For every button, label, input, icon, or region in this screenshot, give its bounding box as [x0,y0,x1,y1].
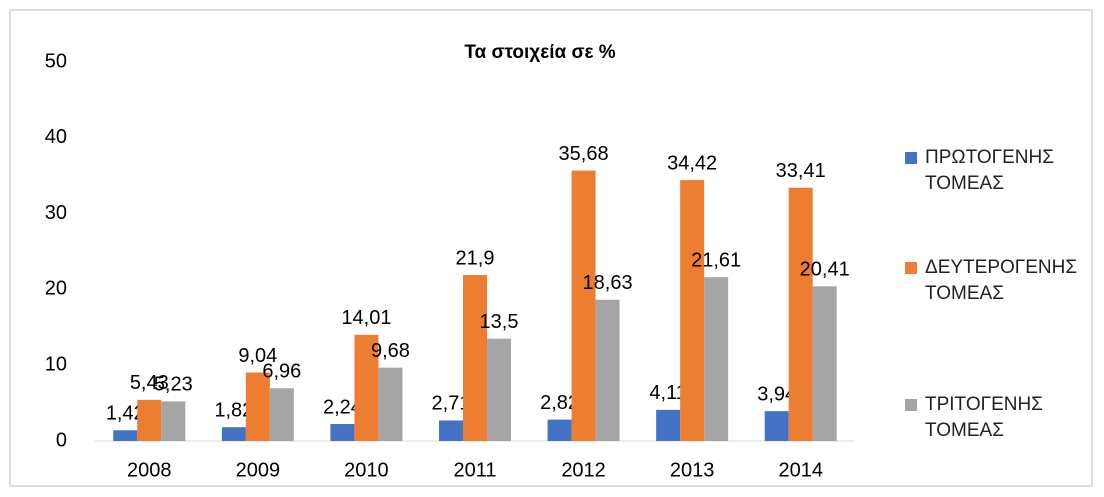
bar [221,427,246,441]
bar [571,170,596,441]
legend-swatch [905,262,917,274]
x-tick-label: 2009 [236,459,281,481]
bar [245,372,270,441]
bar [788,187,813,441]
chart-title: Τα στοιχεία σε % [464,42,615,63]
bar [269,388,294,441]
data-label: 21,61 [691,249,741,271]
bar [330,424,355,441]
y-tick-label: 10 [45,353,67,375]
x-tick-label: 2008 [127,459,172,481]
data-label: 35,68 [559,143,609,165]
y-tick-label: 20 [45,278,67,300]
data-label: 2,82 [540,392,579,414]
legend-label: ΔΕΥΤΕΡΟΓΕΝΗΣ ΤΟΜΕΑΣ [925,257,1078,304]
bar [680,180,705,441]
bar [439,420,463,441]
chart-border [9,9,1093,487]
y-tick-label: 30 [45,202,67,224]
legend-label: ΠΡΩΤΟΓΕΝΗΣ ΤΟΜΕΑΣ [925,147,1054,194]
x-tick-label: 2013 [670,459,715,481]
x-tick-label: 2010 [344,459,389,481]
x-tick-label: 2012 [561,459,606,481]
data-label: 13,5 [480,311,519,333]
bar [764,411,789,441]
y-tick-label: 50 [45,50,67,72]
bar [113,430,138,441]
bar [487,338,511,441]
bar [137,399,162,441]
data-label: 5,23 [154,374,193,396]
bar [547,419,572,441]
data-label: 9,68 [371,340,410,362]
bar [161,401,186,441]
data-label: 2,24 [323,396,362,418]
y-tick-label: 0 [56,429,67,451]
legend-label: ΤΡΙΤΟΓΕΝΗΣ ΤΟΜΕΑΣ [925,394,1043,441]
data-label: 2,71 [432,393,471,415]
data-label: 20,41 [800,259,850,281]
data-label: 1,42 [106,403,145,425]
data-label: 4,11 [649,382,686,404]
legend-entry: ΤΡΙΤΟΓΕΝΗΣ ΤΟΜΕΑΣ [905,392,1085,444]
y-tick-label: 40 [45,126,67,148]
data-label: 9,04 [238,345,277,367]
bar [463,274,487,441]
bar [354,334,379,441]
bar [704,277,729,441]
data-label: 6,96 [262,361,301,383]
bar [378,367,403,441]
legend-swatch [905,399,917,411]
legend-swatch [905,152,917,164]
bar [656,409,681,441]
bar [595,299,620,441]
data-label: 1,82 [214,399,253,421]
data-label: 5,43 [130,372,169,394]
legend-entry: ΠΡΩΤΟΓΕΝΗΣ ΤΟΜΕΑΣ [905,145,1085,197]
legend-entry: ΔΕΥΤΕΡΟΓΕΝΗΣ ΤΟΜΕΑΣ [905,255,1085,307]
data-label: 34,42 [667,152,717,174]
data-label: 14,01 [341,307,391,329]
x-tick-label: 2011 [453,459,496,481]
bar [812,286,837,441]
data-label: 21,9 [456,247,495,269]
data-label: 18,63 [583,272,633,294]
data-label: 3,94 [757,383,796,405]
data-label: 33,41 [776,160,826,182]
x-tick-label: 2014 [778,459,823,481]
